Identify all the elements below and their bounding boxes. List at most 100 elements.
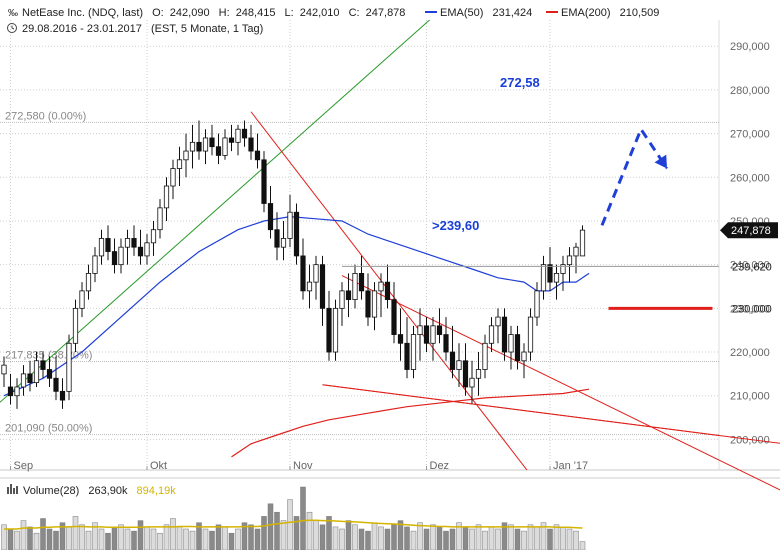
volume-bar	[418, 523, 423, 550]
candle	[483, 335, 487, 379]
candle	[262, 151, 266, 212]
candle-body	[54, 378, 58, 391]
candle-body	[184, 151, 188, 160]
grid	[0, 20, 780, 470]
level-price-label: 239,620	[732, 261, 772, 273]
volume-bar	[567, 529, 572, 550]
candle	[125, 230, 129, 265]
volume-bar	[288, 500, 293, 550]
candle-body	[502, 317, 506, 352]
volume-bar	[574, 531, 579, 550]
fib-label: 272,580 (0.00%)	[5, 110, 86, 122]
candle-body	[249, 138, 253, 151]
volume-bar	[340, 529, 345, 550]
candle	[145, 234, 149, 265]
candle-body	[210, 138, 214, 147]
ohlc-high-key: H:	[219, 7, 230, 19]
volume-bar	[106, 533, 111, 550]
ohlc-close-key: C:	[349, 7, 360, 19]
candle-body	[327, 308, 331, 352]
ema50-value: 231,424	[492, 7, 532, 19]
candle	[15, 378, 19, 409]
volume-bar	[229, 533, 234, 550]
chart-info: (EST, 5 Monate, 1 Tag)	[151, 23, 263, 35]
candle	[190, 125, 194, 169]
volume-bar	[177, 527, 182, 550]
volume-value: 263,90k	[88, 485, 128, 497]
candle-body	[119, 247, 123, 264]
volume-bar	[119, 525, 124, 550]
volume-bar	[8, 529, 13, 550]
volume-bar	[444, 531, 449, 550]
candle-body	[548, 265, 552, 282]
candle-body	[203, 138, 207, 151]
volume-bar	[561, 527, 566, 550]
volume-bar	[216, 525, 221, 550]
candle-body	[132, 238, 136, 247]
fibonacci-levels: 272,580 (0.00%)217,835 (38.20%)201,090 (…	[0, 110, 719, 434]
candle-body	[177, 160, 181, 169]
candle	[424, 317, 428, 352]
candle	[86, 265, 90, 300]
volume-header: Volume(28) 263,90k 894,19k	[7, 484, 176, 497]
x-tick-label: Nov	[293, 460, 313, 472]
volume-bar	[476, 525, 481, 550]
candle	[184, 134, 188, 178]
y-tick-label: 260,000	[730, 172, 770, 184]
ohlc-low-key: L:	[285, 7, 294, 19]
candle	[340, 282, 344, 326]
candle	[528, 308, 532, 360]
volume-bar	[281, 521, 286, 550]
candle-body	[535, 291, 539, 317]
candle	[385, 265, 389, 309]
volume-bar	[411, 531, 416, 550]
ohlc-open-value: 242,090	[170, 7, 210, 19]
volume-bar	[509, 525, 514, 550]
candle	[411, 326, 415, 378]
candle-body	[515, 335, 519, 361]
candle-body	[158, 208, 162, 230]
candle	[249, 125, 253, 160]
candle	[509, 326, 513, 370]
candle	[93, 247, 97, 282]
candle	[541, 256, 545, 300]
candle	[164, 177, 168, 221]
candles	[2, 120, 585, 408]
candle	[294, 203, 298, 264]
candle	[418, 308, 422, 360]
volume-bar	[125, 529, 130, 550]
x-tick-label: Sep	[14, 460, 34, 472]
candle-body	[580, 230, 584, 256]
candle-body	[574, 247, 578, 256]
volume-bar	[151, 529, 156, 550]
candle-body	[476, 370, 480, 379]
volume-bar	[385, 529, 390, 550]
volume-bar	[145, 527, 150, 550]
candle	[138, 230, 142, 265]
candle	[112, 238, 116, 273]
candle-body	[2, 365, 6, 374]
volume-bar	[138, 521, 143, 550]
candle-body	[301, 256, 305, 291]
candle	[301, 238, 305, 299]
candle-body	[216, 147, 220, 156]
candle-body	[229, 138, 233, 142]
candle	[60, 378, 64, 409]
ema50-legend: EMA(50) 231,424	[440, 7, 532, 19]
chart-type-icon[interactable]: ‰	[8, 8, 18, 19]
candle-body	[457, 361, 461, 370]
candle-body	[93, 256, 97, 273]
volume-bar	[236, 529, 241, 550]
volume-bar	[210, 531, 215, 550]
candle-body	[99, 238, 103, 255]
y-tick-label: 280,000	[730, 85, 770, 97]
candle-body	[450, 352, 454, 369]
candle	[496, 308, 500, 343]
candle-body	[223, 138, 227, 155]
x-tick-label: Jan '17	[553, 460, 588, 472]
trendline-resistance-ext	[719, 460, 780, 490]
trendlines	[0, 0, 780, 492]
candle-body	[138, 247, 142, 256]
volume-bar	[86, 531, 91, 550]
